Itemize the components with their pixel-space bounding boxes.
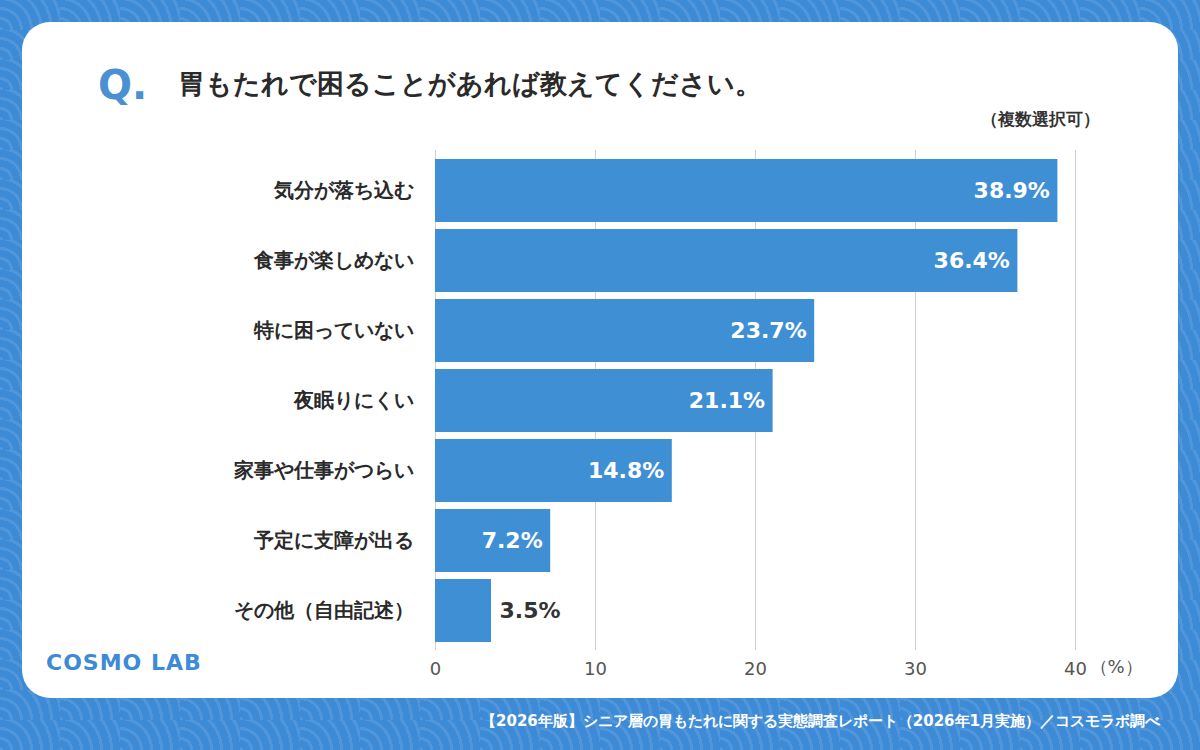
svg-text:36.4%: 36.4% bbox=[934, 248, 1010, 273]
svg-text:（%）: （%） bbox=[1090, 656, 1143, 677]
svg-text:7.2%: 7.2% bbox=[482, 528, 543, 553]
html-text:Q.: Q. bbox=[98, 62, 148, 108]
svg-text:食事が楽しめない: 食事が楽しめない bbox=[253, 248, 414, 272]
svg-text:38.9%: 38.9% bbox=[974, 178, 1050, 203]
svg-text:夜眠りにくい: 夜眠りにくい bbox=[293, 388, 414, 412]
svg-text:その他（自由記述）: その他（自由記述） bbox=[234, 598, 414, 622]
svg-text:特に困っていない: 特に困っていない bbox=[253, 318, 414, 342]
svg-text:20: 20 bbox=[744, 658, 767, 679]
svg-text:気分が落ち込む: 気分が落ち込む bbox=[273, 178, 414, 202]
html-text:【2026年版】シニア層の胃もたれに関する実態調査レポート（: 【2026年版】シニア層の胃もたれに関する実態調査レポート（2026年1月実施）… bbox=[481, 712, 1160, 730]
svg-text:40: 40 bbox=[1064, 658, 1087, 679]
svg-text:予定に支障が出る: 予定に支障が出る bbox=[253, 528, 414, 552]
svg-text:0: 0 bbox=[430, 658, 441, 679]
html-text:（複数選択可）: （複数選択可） bbox=[981, 109, 1100, 129]
svg-text:家事や仕事がつらい: 家事や仕事がつらい bbox=[233, 458, 414, 482]
html-text:COSMO LAB: COSMO LAB bbox=[46, 650, 202, 675]
svg-text:10: 10 bbox=[584, 658, 607, 679]
svg-text:3.5%: 3.5% bbox=[500, 598, 561, 623]
svg-text:14.8%: 14.8% bbox=[588, 458, 664, 483]
svg-text:23.7%: 23.7% bbox=[730, 318, 806, 343]
html-text:胃もたれで困ることがあれば教えてください。: 胃もたれで困ることがあれば教えてください。 bbox=[178, 68, 762, 99]
svg-text:30: 30 bbox=[904, 658, 927, 679]
svg-text:21.1%: 21.1% bbox=[689, 388, 765, 413]
